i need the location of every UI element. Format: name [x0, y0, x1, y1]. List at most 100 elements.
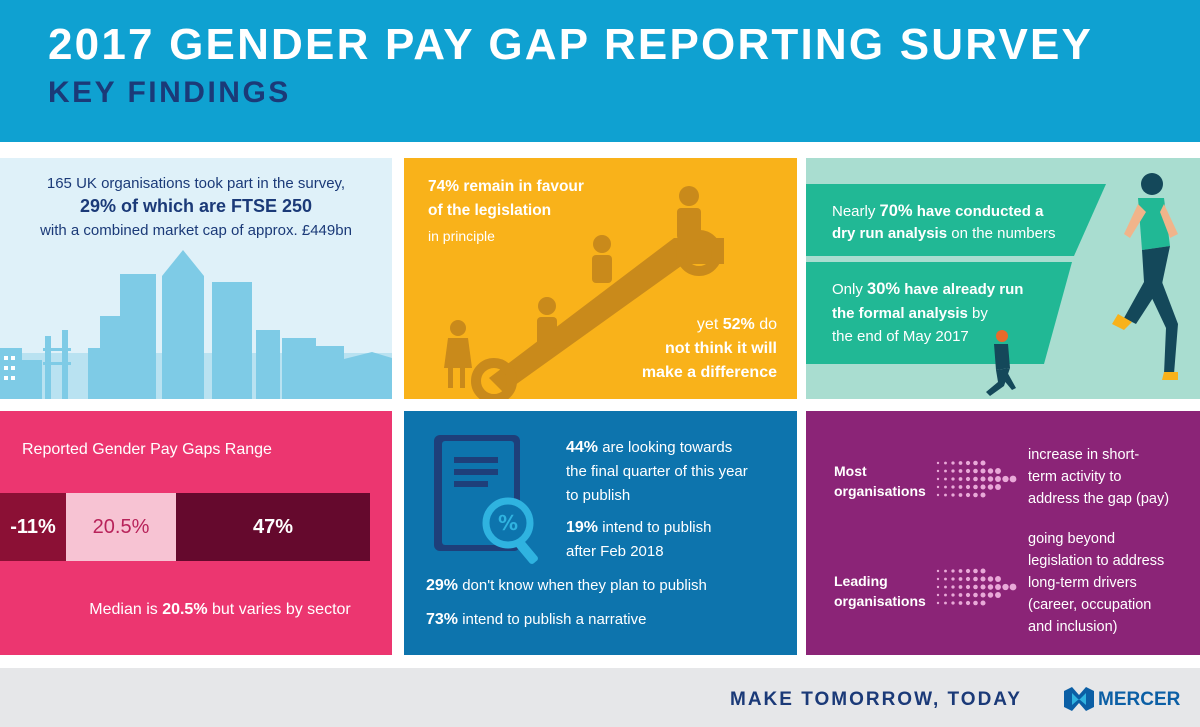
arrow-dot [965, 592, 971, 598]
dotted-arrow-icon [936, 568, 1017, 606]
document-magnifier-icon: % [434, 435, 538, 564]
arrow-dot [973, 484, 978, 490]
favour-line-1: 74% remain in favour [428, 178, 584, 196]
pay-gap-range-panel: Reported Gender Pay Gaps Range -11% 20.5… [0, 411, 392, 655]
arrow-dot [936, 493, 940, 497]
arrow-dot [980, 460, 986, 466]
favour-pct: 74% [428, 178, 460, 195]
q4-line-2: the final quarter of this year [566, 463, 748, 480]
most-desc-2: term activity to [1028, 469, 1122, 485]
formal-pct: 30% [867, 280, 901, 298]
arrow-dot [951, 485, 955, 489]
arrow-dot [951, 569, 955, 573]
dry-run-bold: dry run analysis [832, 225, 948, 242]
arrow-dot [944, 469, 947, 473]
arrow-dot [987, 592, 994, 598]
leading-desc-4: (career, occupation [1028, 597, 1152, 613]
q4-text-1: are looking towards [598, 439, 733, 456]
arrow-dot [980, 484, 986, 490]
most-desc-3: address the gap (pay) [1028, 491, 1170, 507]
arrow-dot [958, 493, 963, 497]
arrow-dot [936, 469, 940, 473]
narrative-pct: 73% [426, 611, 459, 628]
dry-run-line-2: dry run analysis on the numbers [832, 225, 1055, 242]
arrow-dot [951, 585, 955, 589]
leading-desc-1: going beyond [1028, 531, 1116, 547]
arrow-dot [987, 484, 994, 490]
favour-line-3: in principle [428, 228, 495, 244]
dotted-arrow-icon [936, 460, 1017, 498]
formal-line-2: the formal analysis by [832, 305, 988, 322]
arrow-dot [958, 569, 963, 573]
median-pre: Median is [89, 601, 163, 618]
arrow-dot [1002, 475, 1009, 483]
city-skyline-icon [0, 250, 392, 399]
participants-line-1: 165 UK organisations took part in the su… [46, 175, 346, 192]
arrow-dot [944, 577, 947, 581]
arrow-dot [958, 477, 963, 481]
arrow-dot [980, 592, 986, 598]
arrow-dot [995, 468, 1001, 474]
arrow-dot [980, 568, 986, 574]
difference-line-2: not think it will [665, 340, 777, 357]
median-post: but varies by sector [207, 601, 351, 618]
arrow-dot [965, 468, 971, 474]
arrow-dot [973, 468, 978, 474]
analysis-panel: Nearly 70% have conducted a dry run anal… [806, 158, 1200, 399]
range-title: Reported Gender Pay Gaps Range [22, 441, 272, 458]
arrow-dot [1002, 583, 1009, 591]
dry-run-pre: Nearly [832, 203, 880, 220]
range-low-segment: -11% [0, 493, 66, 561]
leading-label-1: Leading [834, 573, 888, 589]
leading-desc-3: long-term drivers [1028, 575, 1137, 591]
arrow-dot [965, 568, 971, 574]
participants-line-2: 29% of which are FTSE 250 [79, 196, 313, 216]
participants-panel: 165 UK organisations took part in the su… [0, 158, 392, 399]
arrow-dot [973, 576, 978, 582]
arrow-dot [944, 593, 947, 597]
arrow-dot [980, 600, 986, 606]
mercer-logo-icon [1064, 687, 1094, 711]
arrow-dot [958, 585, 963, 589]
arrow-dot [987, 468, 994, 474]
dry-run-line-1: Nearly 70% have conducted a [832, 202, 1043, 221]
arrow-dot [951, 477, 955, 481]
feb-text-1: intend to publish [598, 519, 712, 536]
arrow-dot [973, 492, 978, 498]
unknown-text: don't know when they plan to publish [458, 577, 707, 594]
arrow-dot [965, 460, 971, 466]
arrow-dot [1009, 583, 1017, 591]
arrow-dot [936, 485, 940, 489]
mercer-brand: MERCER [1098, 689, 1181, 710]
arrow-dot [965, 492, 971, 498]
most-label-2: organisations [834, 483, 926, 499]
most-desc-1: increase in short- [1028, 447, 1140, 463]
arrow-dot [987, 576, 994, 582]
arrow-dot [951, 577, 955, 581]
publishing-panel: % 44% are looking towards the final quar… [404, 411, 797, 655]
range-high-segment: 47% [176, 493, 370, 561]
arrow-dot [958, 601, 963, 605]
arrow-dot [958, 485, 963, 489]
header-banner [0, 0, 1200, 142]
arrow-dot [936, 569, 940, 573]
arrow-dot [951, 601, 955, 605]
arrow-dot [944, 461, 947, 465]
arrow-dot [944, 493, 947, 497]
difference-line-3: make a difference [641, 364, 777, 381]
organisations-panel: Most organisations increase in short- te… [806, 411, 1200, 655]
most-label-1: Most [834, 463, 867, 479]
leading-desc-2: legislation to address [1028, 553, 1165, 569]
arrow-dot [958, 577, 963, 581]
arrow-dot [973, 460, 978, 466]
feb-line-1: 19% intend to publish [566, 519, 711, 537]
arrow-dot [958, 593, 963, 597]
arrow-dot [980, 492, 986, 498]
arrow-dot [980, 576, 986, 582]
arrow-dot [995, 584, 1001, 590]
arrow-dot [944, 569, 947, 573]
arrow-dot [951, 461, 955, 465]
q4-line-3: to publish [566, 487, 631, 504]
page-subtitle: KEY FINDINGS [48, 76, 291, 109]
arrow-dot [980, 468, 986, 474]
